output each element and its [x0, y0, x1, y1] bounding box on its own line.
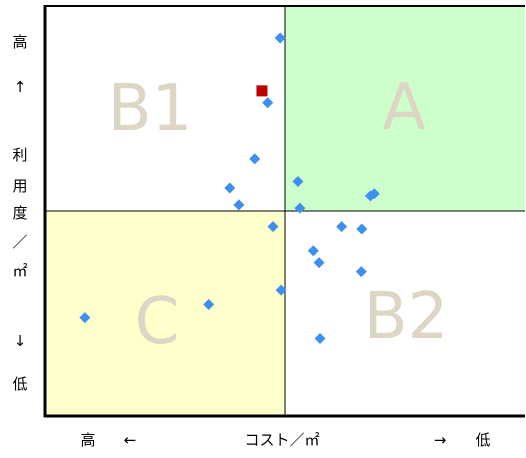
- y-axis-label-char: 用: [12, 177, 27, 195]
- x-right-arrow: →: [434, 431, 447, 449]
- data-points: [79, 32, 380, 345]
- y-axis-label-char: 度: [12, 204, 27, 222]
- data-point: [368, 188, 380, 200]
- quadrant-b1-area: [45, 6, 285, 211]
- data-point: [262, 97, 274, 109]
- data-point: [267, 221, 279, 233]
- y-bottom-arrow: ↓: [14, 332, 27, 350]
- data-point: [307, 245, 319, 257]
- data-point: [274, 32, 286, 44]
- data-point: [275, 284, 287, 296]
- data-point: [314, 333, 326, 345]
- data-point: [249, 153, 261, 165]
- x-left-label: 高: [80, 431, 95, 449]
- quadrant-a-area: [285, 6, 525, 211]
- data-point: [356, 223, 368, 235]
- highlight-point: [256, 85, 268, 97]
- data-point: [233, 199, 245, 211]
- y-top-label: 高: [12, 33, 27, 51]
- y-axis-label-char: ／: [12, 233, 27, 251]
- data-point: [203, 298, 215, 310]
- x-axis-label: コスト／㎡: [244, 431, 319, 449]
- plot-frame: [43, 5, 525, 418]
- quadrant-label-c: C: [135, 285, 180, 359]
- y-axis-label: 利用度 ／ ㎡: [12, 146, 27, 280]
- data-point: [79, 312, 91, 324]
- x-right-label: 低: [475, 431, 490, 449]
- y-axis-label-char: ㎡: [12, 262, 27, 280]
- y-bottom-label: 低: [12, 375, 27, 393]
- data-point: [224, 182, 236, 194]
- y-top-arrow: ↑: [14, 78, 27, 96]
- data-point: [294, 202, 306, 214]
- quadrant-b2-area: [285, 211, 525, 416]
- x-left-arrow: ←: [124, 431, 137, 449]
- data-point: [292, 175, 304, 187]
- data-point: [355, 266, 367, 278]
- quadrant-label-b1: B1: [108, 72, 193, 146]
- data-point: [336, 221, 348, 233]
- quadrant-backgrounds: [45, 6, 525, 416]
- quadrant-label-a: A: [382, 71, 426, 145]
- y-axis-label-char: 利: [12, 146, 27, 164]
- data-point: [313, 257, 325, 269]
- quadrant-labels: A B1 C B2: [108, 71, 449, 359]
- quadrant-label-b2: B2: [364, 280, 449, 354]
